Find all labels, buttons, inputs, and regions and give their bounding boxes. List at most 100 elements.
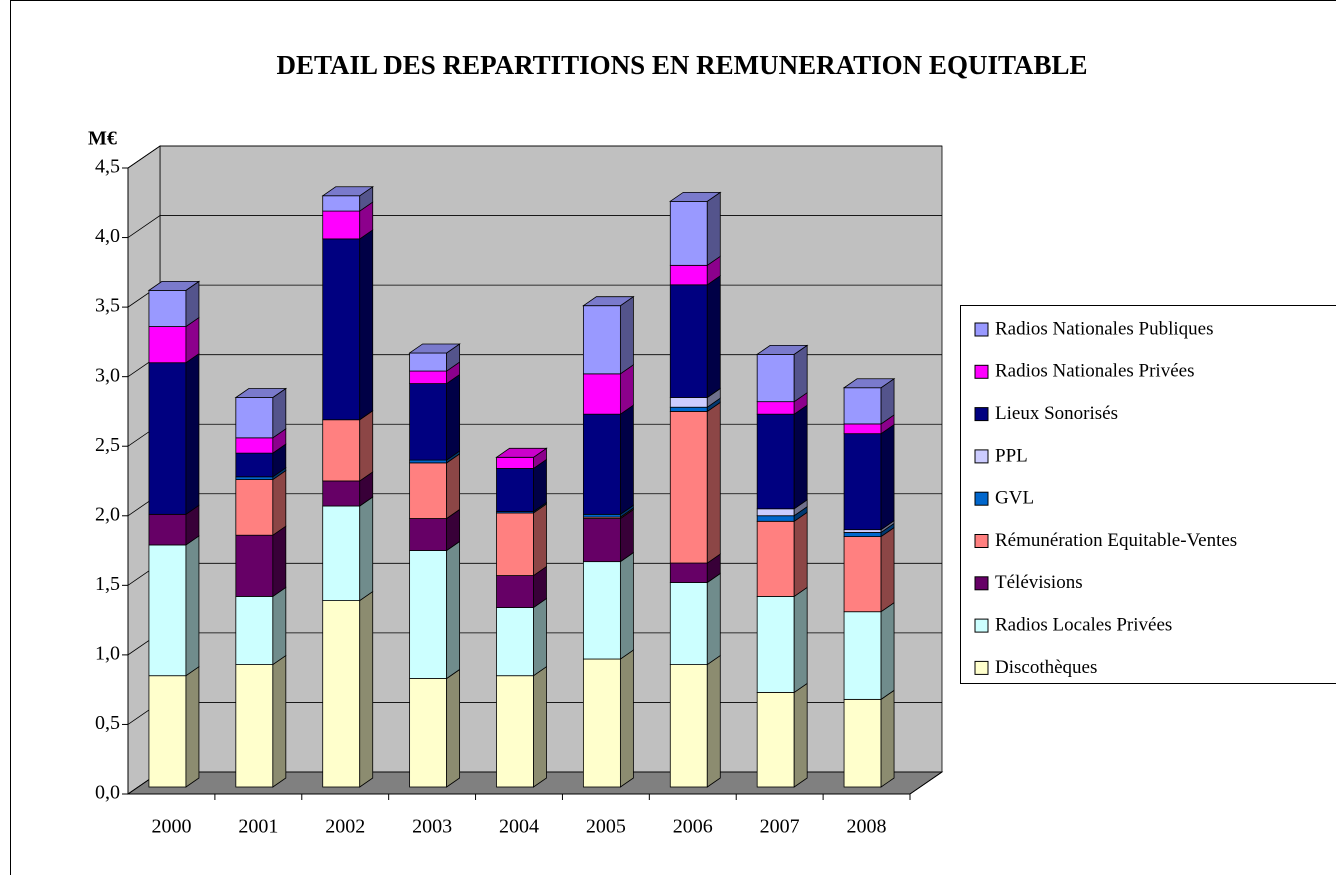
bar-segment [409, 550, 448, 679]
bar-side [880, 689, 895, 788]
x-tick-label: 2001 [238, 816, 278, 838]
bar-segment [496, 456, 534, 469]
bar-segment [582, 413, 621, 515]
bar-segment [235, 479, 274, 536]
bar-segment [496, 575, 534, 608]
y-tick-label: 1,5 [95, 573, 120, 595]
bar-segment [322, 480, 361, 507]
bar-side [185, 665, 200, 788]
bar-top [582, 296, 635, 307]
y-tick-label: 0,5 [95, 712, 120, 734]
bar-segment [756, 353, 795, 403]
bar-segment [235, 452, 274, 478]
bar-side [533, 597, 547, 677]
bar-segment [409, 462, 448, 519]
bar-segment [496, 607, 534, 677]
x-tick-label: 2007 [760, 816, 800, 838]
legend-label: Télévisions [995, 572, 1083, 593]
bar-side [706, 401, 721, 564]
bar-side [619, 295, 634, 375]
bar-segment [582, 658, 621, 788]
bar-top [668, 191, 722, 202]
bar-segment [669, 664, 708, 788]
bar-segment [582, 305, 621, 375]
legend-label: GVL [995, 488, 1034, 509]
legend-swatch [974, 364, 989, 379]
bar-segment [582, 561, 621, 660]
legend-box [960, 305, 1336, 684]
bar-segment [235, 596, 274, 665]
bar-segment [756, 413, 795, 510]
legend-swatch [974, 618, 989, 633]
bar-side [619, 404, 634, 516]
bar-segment [756, 401, 795, 415]
bar-side [446, 373, 461, 461]
bar-segment [843, 698, 882, 788]
bar-segment [669, 397, 708, 408]
bar-segment [756, 508, 795, 517]
bar-segment [409, 352, 448, 372]
legend-label: Lieux Sonorisés [995, 403, 1118, 424]
bar-segment [235, 476, 274, 480]
bar-segment [235, 397, 274, 439]
bar-segment [496, 468, 534, 512]
y-tick-label: 4,5 [95, 156, 120, 178]
bar-side [533, 503, 547, 577]
bar-segment [496, 675, 534, 788]
bar-segment [322, 195, 361, 212]
bar-segment [409, 370, 448, 384]
x-axis-depth [909, 771, 943, 795]
legend-swatch [974, 449, 989, 464]
bar-top [755, 344, 809, 355]
y-tick-label: 2,5 [95, 434, 120, 456]
bar-segment [322, 419, 361, 482]
x-tick-label: 2000 [151, 816, 191, 838]
bar-side [446, 540, 461, 680]
bar-side [793, 511, 808, 598]
legend-label: Radios Nationales Publiques [995, 318, 1213, 339]
bar-side [619, 649, 634, 788]
bar-segment [669, 410, 708, 564]
y-tick-label: 2,0 [95, 503, 120, 525]
x-tick-label: 2008 [847, 816, 887, 838]
bar-segment [235, 437, 274, 454]
x-tick-label: 2004 [499, 816, 539, 838]
legend-label: PPL [995, 445, 1028, 466]
bar-segment [322, 238, 361, 421]
bar-top [147, 280, 201, 291]
bar-segment [669, 582, 708, 665]
bar-side [185, 535, 200, 677]
bar-segment [148, 544, 187, 677]
bar-side [359, 409, 374, 482]
bar-side [706, 654, 721, 788]
y-axis-label: M€ [88, 128, 117, 150]
legend-swatch [974, 576, 989, 591]
y-tick-label: 3,0 [95, 364, 120, 386]
y-tick-label: 0,0 [95, 782, 120, 804]
bar-side [706, 191, 721, 267]
bar-segment [322, 505, 361, 601]
bar-segment [409, 459, 448, 464]
bar-segment [148, 362, 187, 515]
legend-swatch [974, 660, 989, 675]
bar-segment [756, 515, 795, 522]
y-tick-label: 4,0 [95, 225, 120, 247]
bar-segment [843, 529, 882, 533]
bar-segment [843, 433, 882, 531]
bar-side [272, 654, 287, 788]
bar-top [495, 447, 548, 458]
bar-top [408, 343, 461, 354]
bar-segment [843, 611, 882, 700]
bar-segment [235, 664, 274, 788]
bar-segment [582, 518, 621, 563]
legend-swatch [974, 407, 989, 422]
bar-side [272, 469, 287, 536]
bar-side [446, 453, 461, 520]
bar-segment [148, 513, 187, 546]
bar-segment [843, 532, 882, 538]
bar-side [880, 601, 895, 701]
bar-side [359, 590, 374, 788]
bar-side [446, 668, 461, 788]
